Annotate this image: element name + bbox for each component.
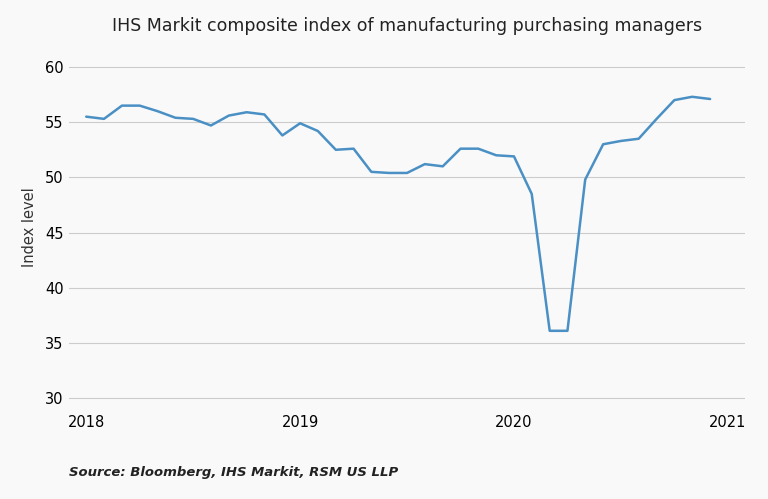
- Y-axis label: Index level: Index level: [22, 187, 37, 267]
- Title: IHS Markit composite index of manufacturing purchasing managers: IHS Markit composite index of manufactur…: [112, 17, 702, 35]
- Text: Source: Bloomberg, IHS Markit, RSM US LLP: Source: Bloomberg, IHS Markit, RSM US LL…: [69, 466, 399, 479]
